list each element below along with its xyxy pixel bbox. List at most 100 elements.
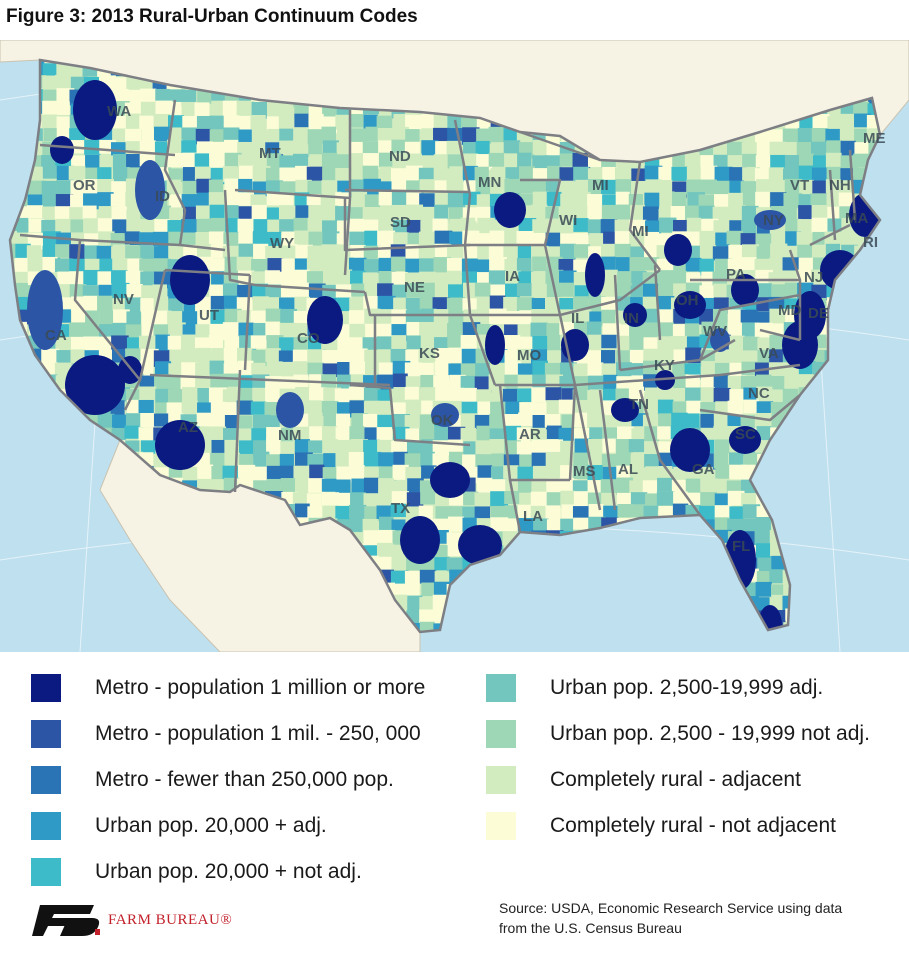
county-cell (699, 179, 718, 195)
county-cell (54, 362, 71, 379)
state-label-nd: ND (389, 148, 411, 165)
county-cell (404, 415, 420, 430)
county-cell (155, 388, 172, 404)
county-cell (421, 113, 437, 130)
legend-item: Urban pop. 2,500 - 19,999 not adj. (486, 719, 870, 749)
county-cell (545, 451, 563, 468)
county-cell (168, 168, 187, 182)
county-cell (435, 347, 451, 365)
county-cell (489, 413, 506, 430)
county-cell (700, 413, 716, 429)
county-cell (307, 349, 324, 363)
county-cell (308, 205, 325, 220)
county-cell (124, 297, 141, 312)
county-cell (236, 256, 253, 272)
county-cell (181, 102, 198, 117)
county-cell (754, 283, 772, 299)
county-cell (769, 349, 786, 363)
county-cell (83, 193, 100, 210)
county-cell (461, 348, 480, 365)
county-cell (477, 465, 493, 479)
county-cell (741, 493, 759, 507)
county-cell (335, 192, 350, 208)
county-cell (68, 165, 86, 180)
county-cell (362, 518, 378, 533)
county-cell (531, 452, 549, 467)
county-cell (335, 269, 353, 284)
county-cell (474, 166, 489, 182)
county-cell (126, 154, 144, 169)
county-cell (488, 270, 507, 287)
county-cell (475, 140, 490, 157)
county-cell (41, 219, 59, 234)
county-cell (376, 427, 393, 442)
county-cell (490, 491, 509, 508)
metro-area (155, 420, 205, 470)
county-cell (771, 232, 789, 247)
state-label-ne: NE (404, 279, 425, 296)
county-cell (684, 323, 700, 341)
county-cell (125, 324, 143, 342)
county-cell (503, 140, 521, 155)
county-cell (293, 217, 308, 234)
county-cell (728, 245, 745, 261)
county-cell (294, 503, 310, 519)
county-cell (531, 439, 550, 456)
county-cell (208, 258, 227, 274)
metro-area (170, 255, 210, 305)
legend-swatch (31, 674, 61, 702)
county-cell (572, 480, 589, 495)
county-cell (376, 115, 393, 130)
county-cell (265, 348, 281, 362)
county-cell (307, 362, 325, 377)
county-cell (292, 492, 309, 506)
county-cell (629, 349, 647, 366)
county-cell (476, 477, 493, 493)
county-cell (700, 478, 718, 494)
county-cell (742, 153, 757, 167)
county-cell (43, 128, 59, 142)
county-cell (699, 245, 717, 261)
county-cell (530, 427, 546, 443)
state-label-wv: WV (703, 323, 727, 340)
county-cell (237, 218, 254, 232)
county-cell (210, 295, 227, 310)
legend-item: Metro - fewer than 250,000 pop. (31, 765, 394, 795)
county-cell (545, 505, 561, 520)
metro-area (73, 80, 117, 140)
county-cell (657, 179, 673, 194)
county-cell (335, 168, 351, 183)
county-cell (390, 503, 406, 518)
county-cell (41, 114, 58, 131)
county-cell (211, 466, 227, 480)
county-cell (180, 89, 197, 107)
county-cell (83, 179, 99, 195)
county-cell (294, 439, 311, 455)
county-cell (532, 219, 549, 234)
county-cell (629, 363, 645, 377)
legend-label: Completely rural - not adjacent (550, 814, 836, 837)
county-cell (378, 362, 395, 376)
county-cell (280, 427, 297, 445)
state-label-il: IL (571, 310, 584, 327)
county-cell (237, 464, 256, 481)
county-cell (266, 192, 281, 206)
county-cell (393, 232, 409, 247)
county-cell (601, 334, 617, 349)
county-cell (727, 322, 744, 337)
county-cell (266, 478, 281, 494)
state-label-va: VA (759, 345, 779, 362)
legend-swatch (31, 766, 61, 794)
county-cell (532, 465, 550, 480)
county-cell (572, 464, 589, 480)
county-cell (768, 167, 785, 182)
county-cell (167, 220, 183, 236)
county-cell (755, 581, 772, 597)
county-cell (546, 492, 563, 509)
county-cell (700, 165, 718, 182)
state-label-wi: WI (559, 212, 577, 229)
county-cell (656, 491, 675, 506)
county-cell (601, 350, 616, 367)
county-cell (602, 166, 618, 184)
county-cell (559, 219, 576, 234)
